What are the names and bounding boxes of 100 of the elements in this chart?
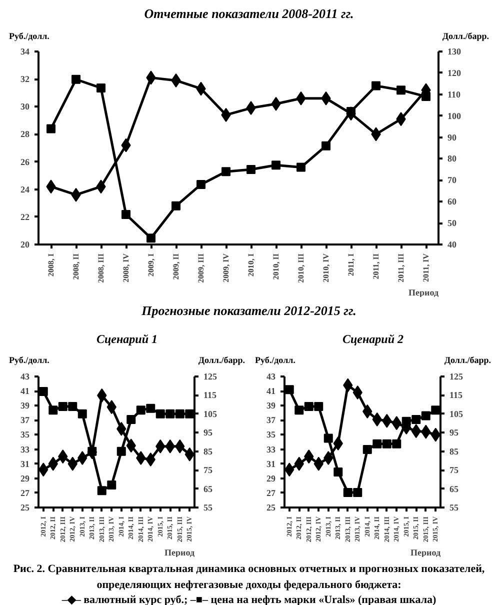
y2-tick-label: 70 [448, 176, 457, 186]
point [422, 92, 430, 102]
y-tick-label: 39 [20, 400, 30, 411]
y-tick-label: 27 [266, 488, 276, 498]
point [136, 406, 146, 415]
point [284, 385, 294, 394]
y2-tick-label: 120 [448, 68, 462, 78]
y-tick-label: 32 [20, 74, 30, 84]
y2-axis-title: Долл./барр. [198, 354, 245, 367]
point [38, 386, 48, 396]
y2-tick-label: 65 [450, 484, 459, 494]
y2-tick-label: 90 [448, 132, 457, 143]
point [78, 409, 87, 418]
point [314, 402, 324, 411]
y-tick-label: 43 [20, 371, 30, 382]
y2-tick-label: 115 [204, 390, 218, 400]
text: Рис. 2. Сравнительная квартальная динамика основных отчетных и прогнозных показателей, определяющих нефтегазовые доходы федерального бюджета: [13, 562, 485, 591]
point [116, 446, 126, 456]
point [72, 75, 80, 84]
x-tick-label: 2009, IV [222, 254, 230, 283]
point [175, 409, 184, 418]
y-tick-label: 33 [266, 444, 276, 454]
y-tick-label: 29 [20, 473, 30, 484]
point [146, 404, 156, 413]
x-tick-label: 2008, II [72, 254, 80, 280]
y-tick-label: 35 [20, 430, 30, 440]
x-tick-label: 2008, III [96, 254, 106, 284]
point [166, 409, 175, 418]
x-tick-label: 2009, III [196, 254, 206, 284]
x-tick-label: 2010, III [296, 254, 306, 284]
x-tick-label: 2008, IV [122, 254, 130, 283]
x-tick-label: 2011, II [372, 254, 380, 280]
y-tick-label: 24 [20, 184, 30, 195]
y2-tick-label: 85 [204, 446, 213, 456]
y-tick-label: 29 [266, 473, 276, 484]
point [126, 414, 136, 424]
y2-axis-title: Долл./барр. [442, 30, 489, 42]
point [107, 480, 116, 490]
y2-tick-label: 75 [204, 465, 213, 476]
y2-tick-label: 40 [448, 240, 457, 250]
y-tick-label: 31 [266, 458, 276, 469]
y2-tick-label: 115 [450, 390, 464, 400]
x-tick-label: 2010, II [272, 254, 280, 280]
y-axis-title: Руб./долл. [9, 30, 50, 42]
point [324, 434, 333, 443]
y2-tick-label: 50 [448, 218, 457, 228]
point [343, 488, 352, 497]
point [222, 167, 230, 176]
point [334, 467, 343, 476]
point [246, 165, 256, 174]
point [96, 84, 106, 93]
y2-tick-label: 125 [450, 371, 464, 382]
y2-tick-label: 85 [450, 446, 459, 456]
y2-tick-label: 65 [204, 484, 213, 494]
x-tick-label: 2008, I [46, 254, 56, 278]
y2-tick-label: 110 [448, 90, 462, 100]
y2-tick-label: 95 [450, 428, 459, 438]
y-tick-label: 37 [266, 415, 276, 426]
point [185, 409, 194, 418]
y2-tick-label: 125 [204, 371, 218, 382]
y-tick-label: 41 [266, 386, 276, 396]
y-axis-title: Руб./долл. [255, 354, 296, 367]
point [431, 406, 440, 415]
point [172, 202, 180, 211]
y2-tick-label: 100 [448, 111, 462, 122]
point [392, 439, 402, 448]
point [294, 406, 304, 415]
point [146, 234, 156, 243]
y-tick-label: 27 [20, 488, 30, 498]
point [122, 210, 130, 220]
y2-tick-label: 55 [204, 502, 213, 512]
chart-title: Сценарий 2 [341, 330, 404, 348]
point [372, 439, 382, 448]
x-tick-label: 2011, IV [422, 254, 430, 282]
point [396, 86, 406, 96]
y-tick-label: 37 [20, 415, 30, 426]
y2-tick-label: 55 [450, 502, 459, 512]
point [196, 180, 206, 190]
point [362, 444, 372, 454]
point [353, 488, 362, 497]
y-tick-label: 20 [20, 240, 30, 250]
x-tick-label: 2010, IV [322, 254, 330, 283]
point [322, 142, 330, 151]
y-tick-label: 22 [20, 212, 30, 222]
y-tick-label: 43 [266, 371, 276, 382]
y-tick-label: 28 [20, 130, 30, 140]
point [402, 416, 411, 426]
chart-title: Отчетные показатели 2008-2011 гг. [143, 5, 355, 23]
y-tick-label: 26 [20, 157, 30, 168]
x-tick-label: 2011, III [396, 254, 406, 283]
point [382, 439, 392, 448]
point [156, 409, 165, 418]
text: Прогнозные показатели 2012-2015 гг. [142, 302, 356, 320]
y2-tick-label: 80 [448, 154, 457, 164]
y-tick-label: 31 [20, 458, 30, 469]
point [48, 406, 58, 415]
y-tick-label: 34 [20, 46, 30, 57]
point [46, 124, 56, 134]
y-tick-label: 25 [20, 502, 30, 512]
y2-tick-label: 130 [448, 46, 462, 57]
